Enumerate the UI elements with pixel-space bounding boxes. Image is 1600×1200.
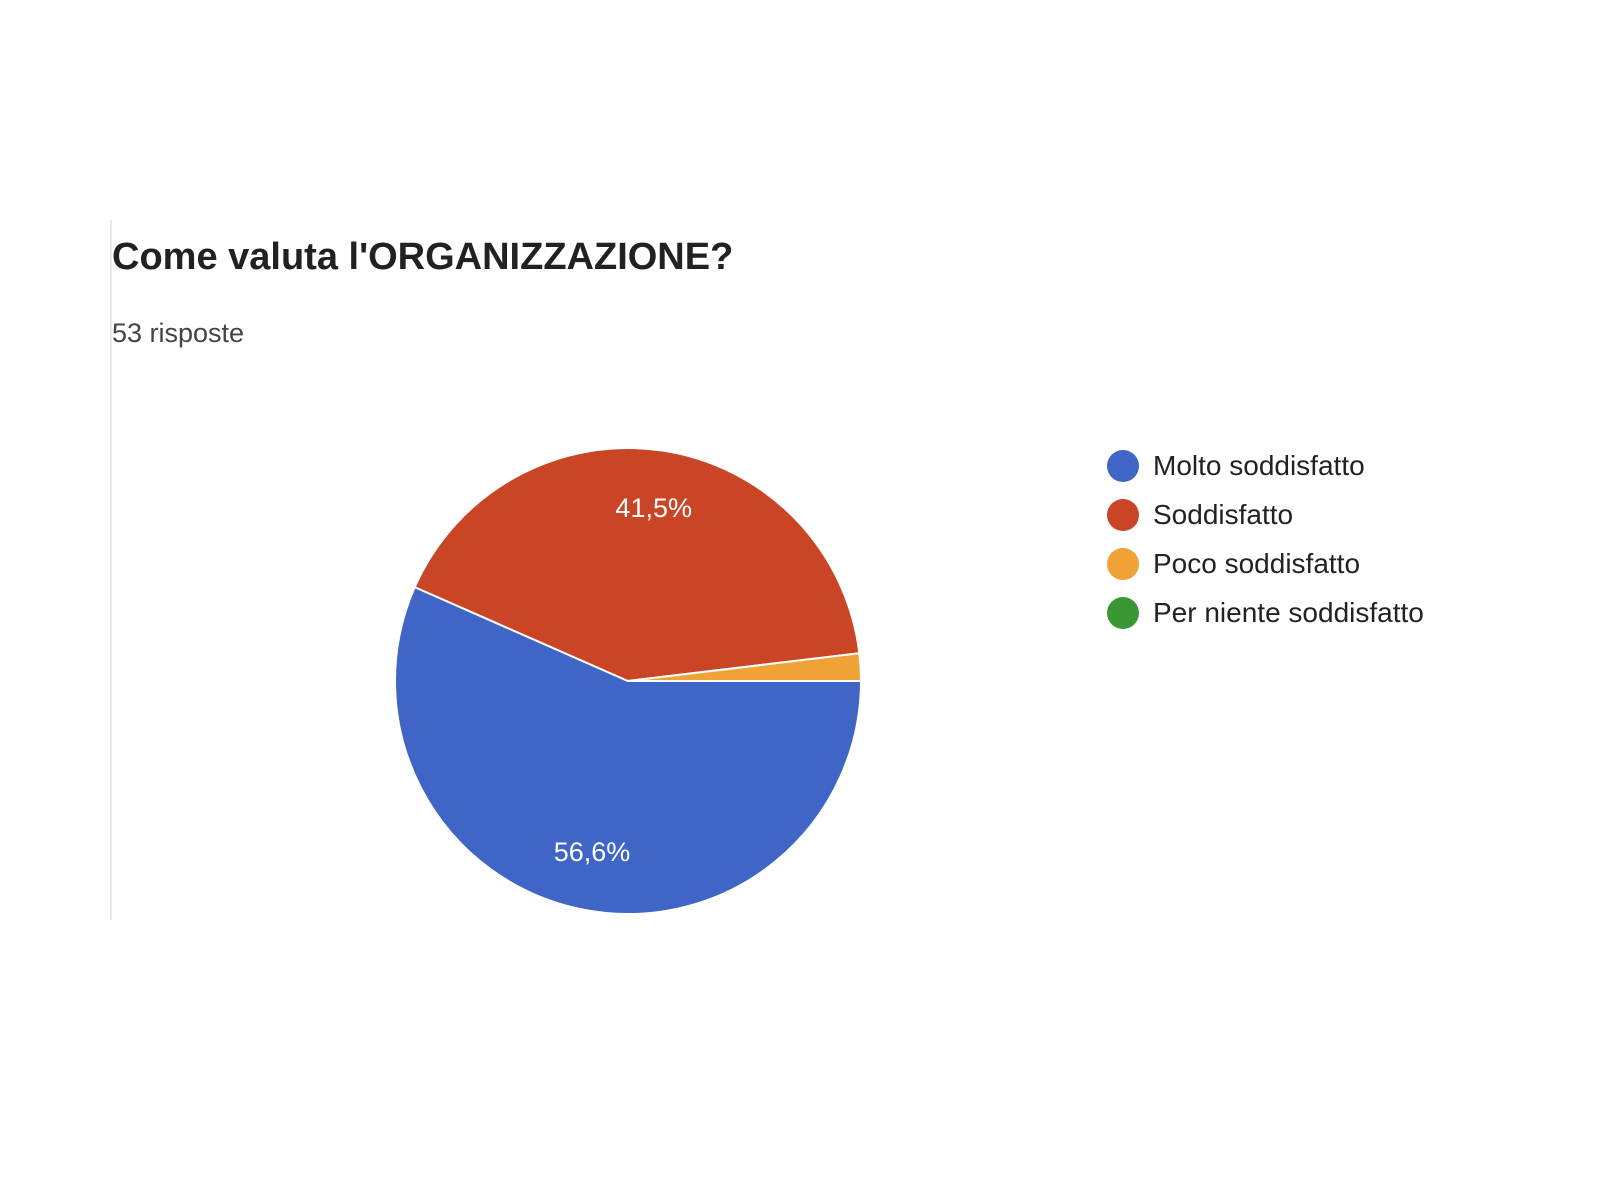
pie-slice-poco-soddisfatto[interactable] bbox=[627, 652, 863, 682]
slice-label-molto-soddisfatto: 56,6% bbox=[554, 837, 631, 867]
legend-label-poco-soddisfatto: Poco soddisfatto bbox=[1153, 547, 1361, 579]
legend-label-molto-soddisfatto: Molto soddisfatto bbox=[1153, 449, 1365, 481]
legend-label-soddisfatto: Soddisfatto bbox=[1153, 498, 1294, 530]
pie-slice-soddisfatto[interactable] bbox=[413, 447, 861, 683]
legend-marker-soddisfatto bbox=[1107, 498, 1139, 531]
legend-marker-poco-soddisfatto bbox=[1107, 547, 1139, 580]
legend-label-per-niente-soddisfatto: Per niente soddisfatto bbox=[1153, 596, 1424, 628]
chart-legend: Molto soddisfatto Soddisfatto Poco soddi… bbox=[1107, 441, 1424, 637]
legend-item-poco-soddisfatto[interactable]: Poco soddisfatto bbox=[1107, 539, 1424, 588]
legend-item-per-niente-soddisfatto[interactable]: Per niente soddisfatto bbox=[1107, 588, 1424, 637]
legend-marker-molto-soddisfatto bbox=[1107, 449, 1139, 482]
legend-item-soddisfatto[interactable]: Soddisfatto bbox=[1107, 490, 1424, 539]
response-count: 53 risposte bbox=[112, 318, 245, 348]
legend-marker-per-niente-soddisfatto bbox=[1107, 596, 1139, 629]
pie-slice-molto-soddisfatto[interactable] bbox=[394, 585, 863, 915]
card-left-border bbox=[110, 220, 112, 920]
slice-label-soddisfatto: 41,5% bbox=[615, 493, 692, 523]
legend-item-molto-soddisfatto[interactable]: Molto soddisfatto bbox=[1107, 441, 1424, 490]
chart-title: Come valuta l'ORGANIZZAZIONE? bbox=[112, 236, 734, 278]
